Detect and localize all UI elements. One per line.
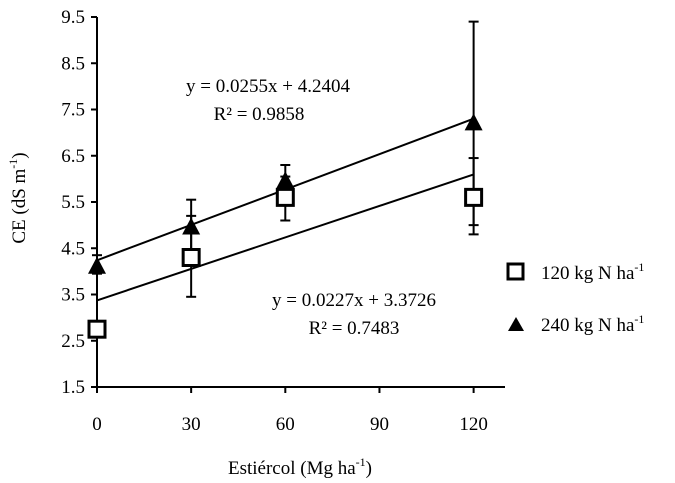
x-axis-title-sup: -1 — [356, 455, 366, 469]
y-axis-title-end: ) — [9, 152, 30, 158]
x-tick-label: 60 — [276, 414, 295, 435]
y-tick-label: 1.5 — [61, 377, 85, 398]
r2-240: R² = 0.9858 — [214, 104, 305, 125]
ticks: 1.5 2.5 3.5 4.5 5.5 6.5 7.5 8.5 9.5 0 30 60 90 120 — [61, 7, 488, 435]
y-tick-label: 5.5 — [61, 192, 85, 213]
data-point-square — [464, 187, 484, 207]
y-tick-label: 3.5 — [61, 285, 85, 306]
r2-120: R² = 0.7483 — [309, 318, 400, 339]
data-point-triangle — [464, 113, 483, 131]
legend-marker-square — [506, 262, 525, 281]
x-tick-label: 120 — [459, 414, 488, 435]
y-axis-title-main: CE (dS m — [9, 168, 30, 243]
x-axis-title-main: Estiércol (Mg ha — [228, 458, 356, 479]
data-point-square — [275, 187, 295, 207]
equation-240: y = 0.0255x + 4.2404 — [186, 76, 350, 97]
legend-label-240: 240 kg N ha-1 — [541, 312, 644, 336]
y-axis-title: CE (dS m-1) — [6, 152, 30, 243]
legend-label-240-sup: -1 — [634, 312, 644, 326]
legend-label-240-main: 240 kg N ha — [541, 315, 635, 336]
data-point-square — [87, 319, 107, 339]
y-tick-label: 7.5 — [61, 100, 85, 121]
data-point-triangle — [276, 171, 295, 189]
legend: 120 kg N ha-1 240 kg N ha-1 — [506, 260, 644, 336]
legend-marker-triangle — [508, 317, 524, 331]
y-tick-label: 4.5 — [61, 238, 85, 259]
y-axis-title-sup: -1 — [6, 159, 20, 169]
data-point-triangle — [182, 217, 201, 235]
x-tick-label: 90 — [370, 414, 389, 435]
equation-120: y = 0.0227x + 3.3726 — [272, 290, 436, 311]
x-tick-label: 30 — [182, 414, 201, 435]
data-point-triangle — [88, 256, 106, 274]
trendline-120 — [96, 173, 474, 302]
y-tick-label: 2.5 — [61, 331, 85, 352]
x-axis-title-end: ) — [366, 458, 372, 479]
data-point-square — [181, 248, 201, 267]
legend-label-120: 120 kg N ha-1 — [541, 260, 644, 284]
x-axis-title: Estiércol (Mg ha-1) — [228, 455, 372, 479]
x-tick-label: 0 — [92, 414, 102, 435]
axes — [96, 17, 505, 388]
y-tick-label: 9.5 — [61, 7, 85, 28]
legend-label-120-main: 120 kg N ha — [541, 263, 635, 284]
legend-label-120-sup: -1 — [634, 260, 644, 274]
markers — [87, 113, 484, 339]
y-tick-label: 8.5 — [61, 53, 85, 74]
y-tick-label: 6.5 — [61, 146, 85, 167]
